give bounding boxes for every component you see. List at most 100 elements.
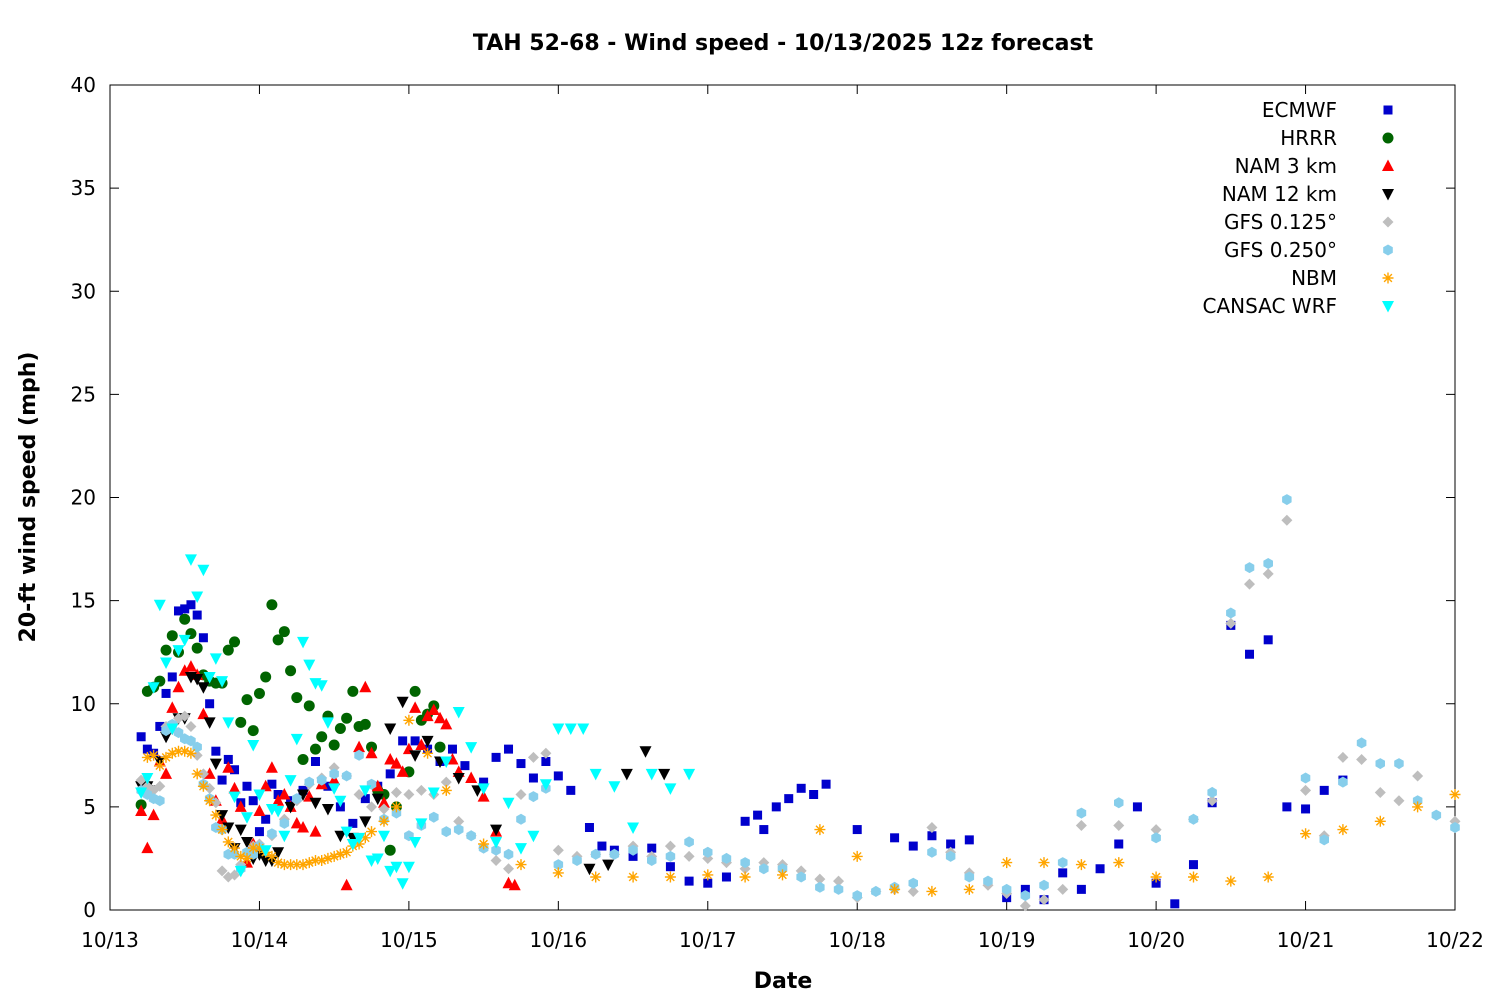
data-point	[664, 871, 676, 883]
data-point	[346, 839, 359, 851]
data-point	[491, 844, 501, 856]
data-point	[809, 790, 819, 799]
data-point	[1039, 879, 1049, 891]
data-point	[852, 890, 862, 902]
data-point	[161, 688, 171, 698]
data-point	[889, 883, 901, 895]
data-point	[316, 774, 327, 786]
data-point	[440, 776, 452, 788]
data-point	[328, 783, 341, 795]
data-point	[963, 883, 975, 895]
data-point	[359, 718, 371, 730]
data-point	[228, 781, 241, 794]
data-point	[341, 712, 353, 724]
data-point	[1038, 894, 1050, 906]
data-point	[178, 634, 191, 647]
data-point	[890, 833, 900, 843]
data-point	[377, 796, 390, 808]
data-point	[160, 767, 173, 779]
data-point	[815, 881, 825, 893]
data-point	[566, 785, 576, 795]
data-point	[515, 789, 527, 800]
data-point	[583, 863, 596, 876]
data-point	[230, 765, 240, 775]
data-point	[172, 645, 185, 657]
data-point	[378, 815, 390, 827]
data-point	[490, 836, 503, 849]
data-point	[310, 757, 320, 766]
data-point	[321, 717, 334, 729]
chart-title: TAH 52-68 - Wind speed - 10/13/2025 12z …	[473, 31, 1094, 56]
data-point	[297, 859, 309, 871]
data-point	[166, 747, 178, 759]
data-point	[664, 783, 677, 795]
data-point	[441, 826, 451, 838]
data-point	[477, 790, 490, 802]
data-point	[371, 793, 384, 806]
data-point	[359, 816, 372, 828]
data-point	[821, 779, 831, 789]
data-point	[185, 747, 197, 759]
data-point	[304, 776, 314, 788]
data-point	[460, 761, 470, 771]
data-point	[278, 859, 290, 871]
data-point	[1356, 737, 1367, 749]
data-point	[396, 765, 409, 777]
data-point	[1151, 832, 1161, 844]
data-point	[777, 869, 788, 881]
data-point	[279, 817, 290, 829]
data-point	[796, 783, 806, 793]
data-point	[539, 779, 552, 791]
data-point	[266, 850, 278, 862]
data-point	[1245, 649, 1255, 659]
data-point	[584, 823, 594, 832]
data-point	[421, 735, 434, 748]
data-point	[180, 604, 190, 614]
data-point	[292, 793, 302, 805]
y-tick-label: 40	[71, 73, 96, 97]
data-point	[1150, 824, 1162, 836]
data-point	[491, 752, 501, 762]
data-point	[172, 680, 185, 693]
data-point	[377, 830, 390, 843]
data-point	[1207, 786, 1217, 798]
data-point	[945, 850, 956, 862]
data-point	[197, 682, 210, 694]
data-point	[409, 750, 422, 762]
data-point	[908, 841, 918, 851]
data-point	[316, 855, 328, 866]
data-point	[964, 871, 975, 883]
data-point	[359, 832, 371, 844]
data-point	[684, 876, 694, 886]
x-tick-label: 10/14	[231, 928, 289, 952]
data-point	[515, 859, 527, 871]
data-point	[553, 859, 564, 871]
data-point	[1282, 494, 1292, 506]
data-point	[1113, 819, 1125, 831]
data-point	[514, 843, 527, 855]
data-point	[184, 660, 197, 672]
data-point	[141, 841, 154, 854]
data-point	[272, 794, 285, 806]
x-tick-label: 10/15	[380, 928, 438, 952]
data-point	[136, 732, 146, 742]
data-point	[185, 720, 197, 732]
data-point	[390, 861, 403, 874]
data-point	[197, 707, 210, 720]
data-point	[167, 672, 177, 682]
legend-marker	[1383, 105, 1393, 115]
data-point	[378, 803, 390, 815]
data-point	[155, 795, 165, 807]
data-point	[348, 818, 358, 828]
data-point	[186, 735, 196, 747]
data-point	[179, 745, 191, 757]
data-point	[259, 845, 272, 857]
data-point	[926, 822, 938, 833]
data-point	[211, 746, 221, 756]
data-point	[1374, 786, 1386, 798]
data-point	[1337, 824, 1349, 836]
data-point	[1244, 578, 1256, 590]
data-point	[155, 721, 165, 731]
data-point	[390, 786, 402, 798]
data-point	[490, 855, 502, 866]
